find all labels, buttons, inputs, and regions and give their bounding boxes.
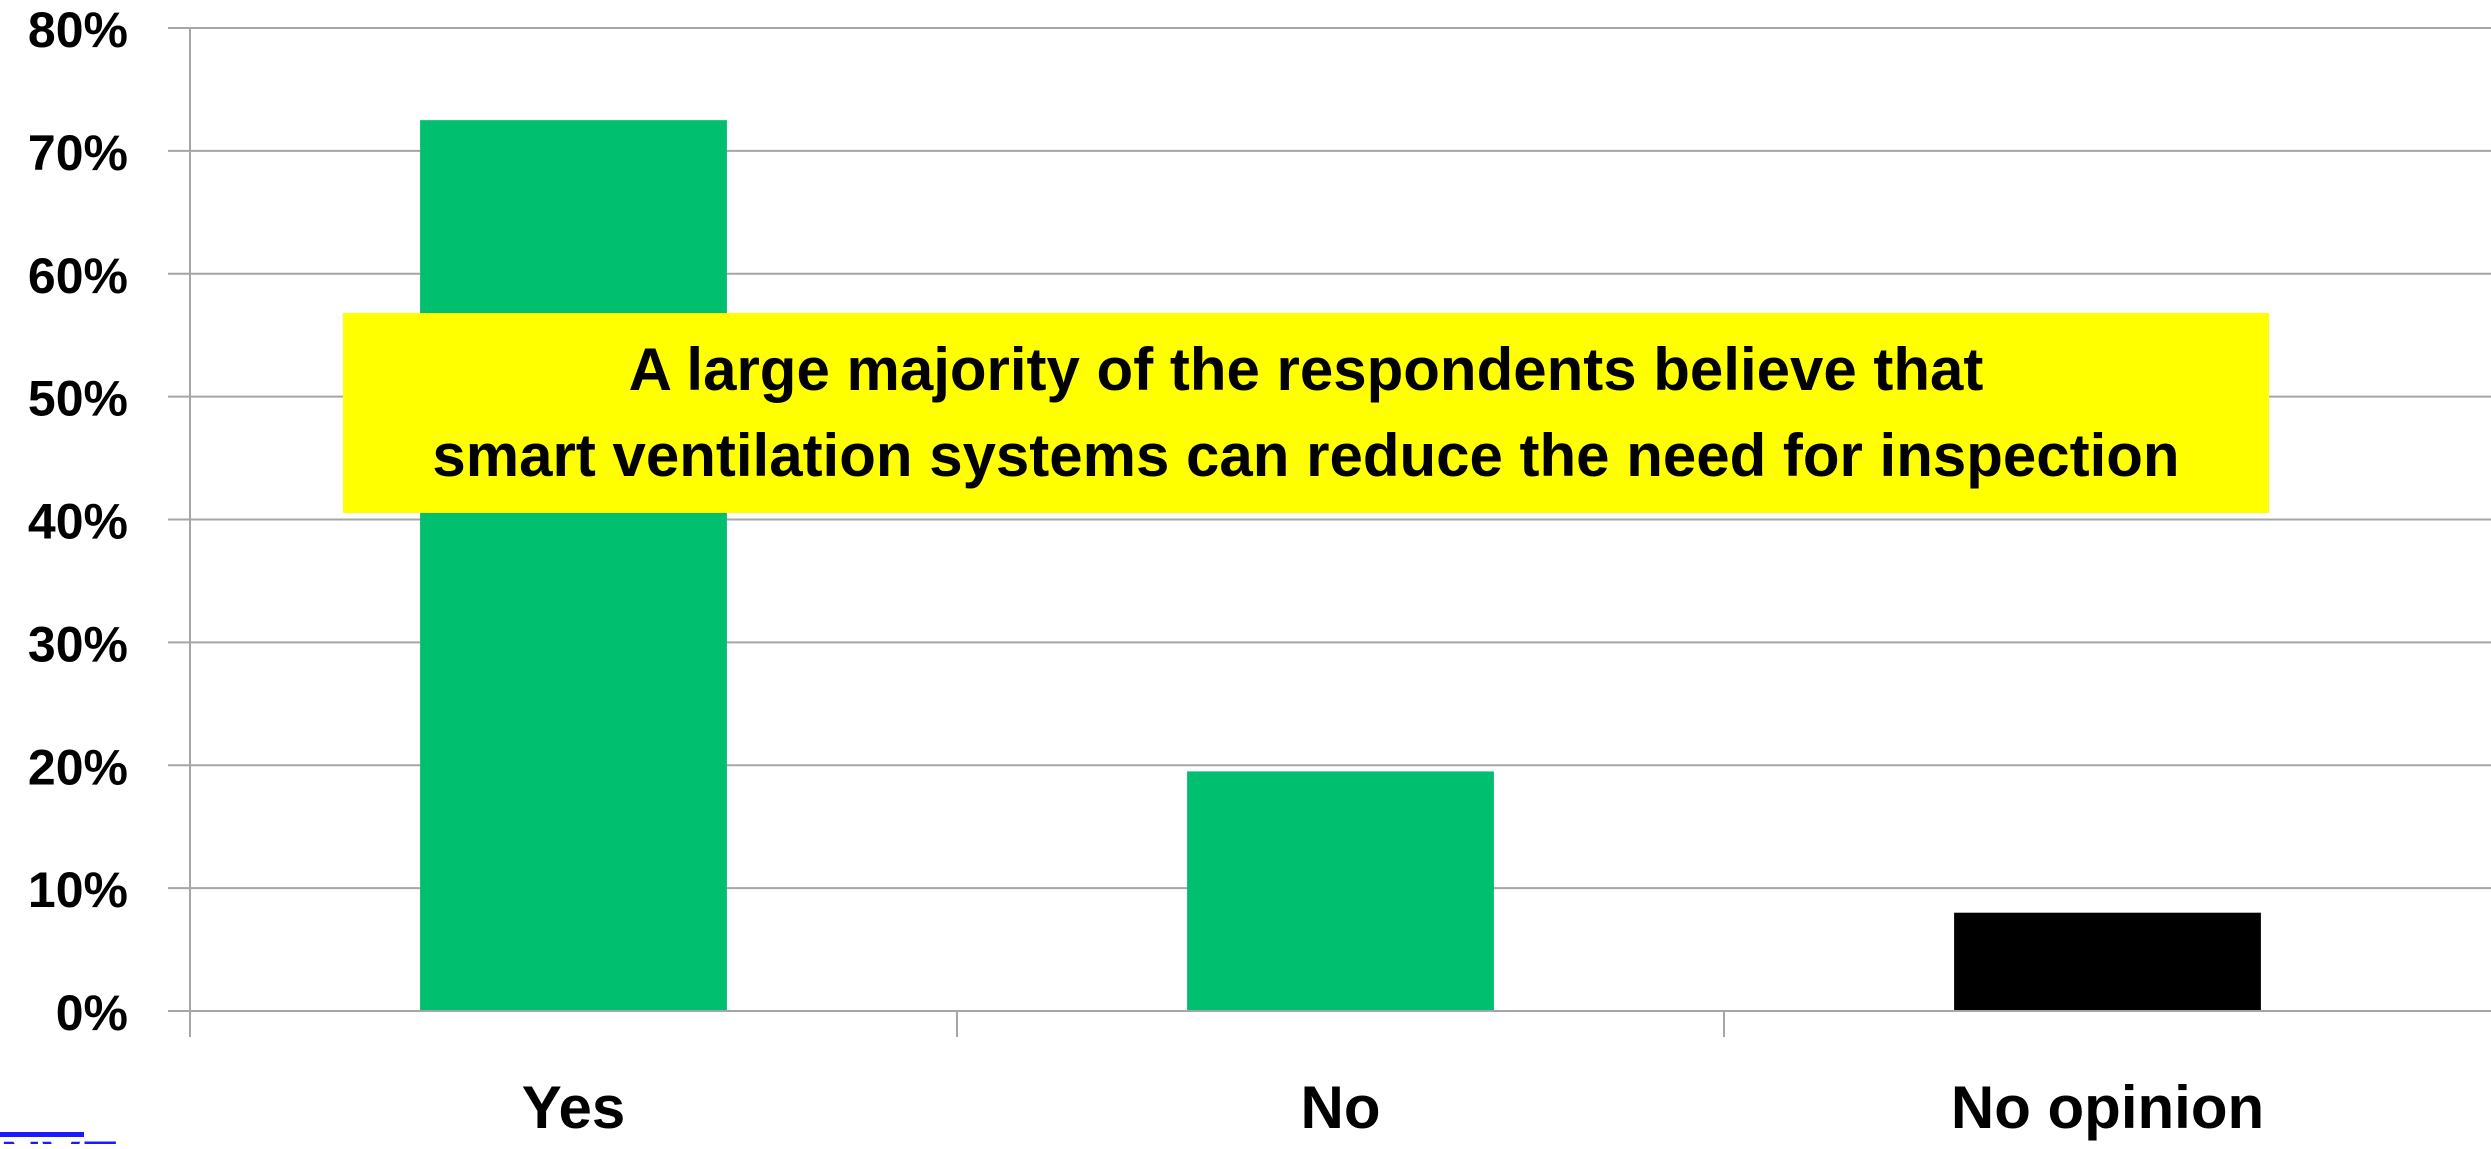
x-tick-label: No bbox=[1301, 1074, 1381, 1141]
bar-yes bbox=[420, 120, 727, 1011]
y-tick-label: 30% bbox=[28, 616, 128, 672]
x-tick-label: Yes bbox=[522, 1074, 625, 1141]
y-tick-label: 50% bbox=[28, 371, 128, 427]
axes bbox=[168, 27, 2491, 1037]
bar-no-opinion bbox=[1954, 912, 2261, 1011]
annotation-callout: A large majority of the respondents beli… bbox=[343, 313, 2269, 513]
annotation-line-2: smart ventilation systems can reduce the… bbox=[432, 422, 2180, 489]
x-tick-labels: Yes No No opinion bbox=[522, 1074, 2264, 1141]
y-tick-label: 0% bbox=[56, 985, 128, 1041]
logo-text: NVE bbox=[0, 1134, 119, 1145]
y-tick-labels: 0% 10% 20% 30% 40% 50% 60% 70% 80% bbox=[28, 2, 128, 1041]
bar-no bbox=[1187, 771, 1494, 1011]
logo-bar bbox=[0, 1132, 84, 1137]
y-tick-label: 20% bbox=[28, 739, 128, 795]
y-tick-label: 60% bbox=[28, 248, 128, 304]
bars bbox=[420, 120, 2261, 1011]
x-tick-label: No opinion bbox=[1951, 1074, 2264, 1141]
y-tick-label: 10% bbox=[28, 862, 128, 918]
y-tick-label: 70% bbox=[28, 125, 128, 181]
annotation-line-1: A large majority of the respondents beli… bbox=[628, 336, 1984, 403]
y-tick-label: 80% bbox=[28, 2, 128, 58]
y-tick-label: 40% bbox=[28, 494, 128, 550]
nve-logo: NVE bbox=[0, 1132, 204, 1144]
